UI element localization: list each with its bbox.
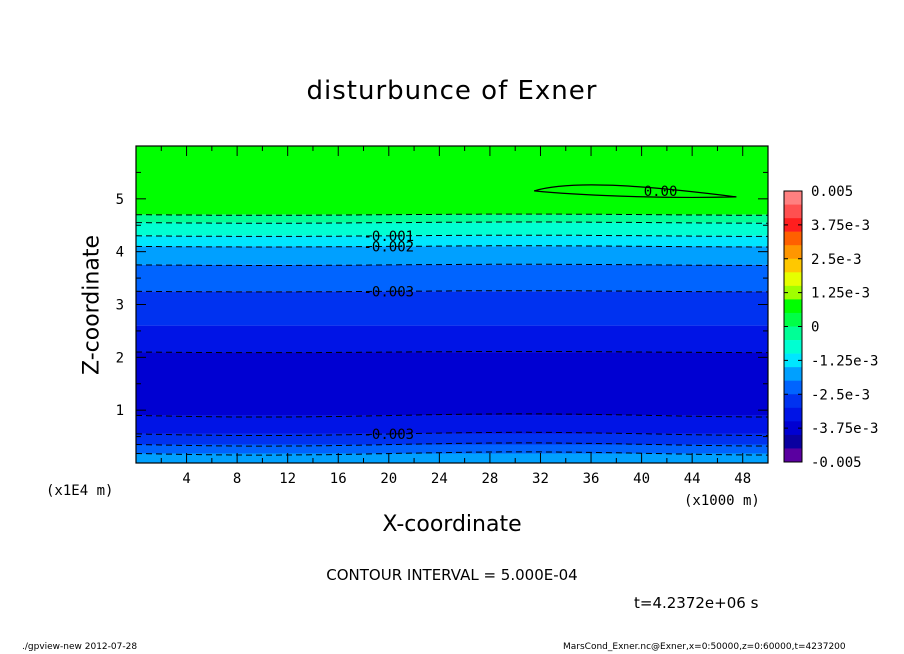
colorbar-segment — [784, 353, 802, 368]
colorbar-tick-label: 0 — [811, 320, 819, 336]
colorbar-segment — [784, 312, 802, 327]
x-tick-label: 4 — [182, 471, 190, 487]
x-tick-label: 32 — [532, 471, 549, 487]
contour-band — [136, 444, 768, 454]
contour-band — [136, 235, 768, 247]
colorbar-tick-label: -0.005 — [811, 455, 862, 471]
contour-band — [136, 246, 768, 265]
colorbar-tick-label: 0.005 — [811, 184, 853, 200]
colorbar-segment — [784, 340, 802, 354]
x-tick-label: 16 — [330, 471, 347, 487]
footer-left-text: ./gpview-new 2012-07-28 — [22, 642, 138, 652]
colorbar-segment — [784, 245, 802, 260]
time-stamp: t=4.2372e+06 s — [634, 594, 759, 612]
colorbar-segment — [784, 285, 802, 300]
contour-line — [135, 290, 768, 293]
zero-contour-label: 0.00 — [644, 184, 678, 200]
colorbar-tick-label: 1.25e-3 — [811, 286, 870, 302]
x-axis-unit-left: (x1E4 m) — [46, 483, 114, 499]
contour-band — [136, 433, 768, 445]
x-tick-label: 40 — [633, 471, 650, 487]
y-tick-label: 5 — [116, 192, 124, 208]
contour-band — [136, 325, 768, 353]
x-axis-unit-right: (x1000 m) — [684, 493, 760, 509]
x-tick-label: 44 — [684, 471, 701, 487]
contour-line — [135, 245, 768, 248]
contour-band — [136, 214, 768, 223]
colorbar-tick-label: -2.5e-3 — [811, 387, 870, 403]
zero-contour-line — [533, 184, 737, 199]
colorbar-segment — [784, 258, 802, 273]
contour-line — [135, 413, 768, 418]
contour-band — [136, 291, 768, 326]
colorbar-tick-label: 3.75e-3 — [811, 218, 870, 234]
contour-line — [135, 263, 769, 266]
colorbar-segment — [784, 394, 802, 409]
footer-right-text: MarsCond_Exner.nc@Exner,x=0:50000,z=0:60… — [563, 642, 846, 652]
x-tick-label: 36 — [583, 471, 600, 487]
contour-band — [136, 453, 768, 463]
colorbar-segment — [784, 367, 802, 381]
contour-band — [136, 415, 768, 434]
x-tick-label: 8 — [233, 471, 241, 487]
contour-label: -0.001 — [364, 229, 415, 245]
colorbar-segment — [784, 218, 802, 232]
colorbar-segment — [784, 272, 802, 287]
x-tick-label: 48 — [734, 471, 751, 487]
colorbar-tick-label: 2.5e-3 — [811, 252, 862, 268]
x-tick-label: 24 — [431, 471, 448, 487]
contour-interval-text: CONTOUR INTERVAL = 5.000E-04 — [326, 566, 578, 584]
colorbar-tick-label: -3.75e-3 — [811, 421, 878, 437]
y-tick-label: 3 — [116, 298, 124, 314]
colorbar-segment — [784, 380, 802, 395]
y-tick-label: 1 — [116, 403, 124, 419]
contour-line — [135, 221, 768, 224]
contour-line — [135, 442, 769, 447]
contour-label: -0.003 — [364, 427, 415, 443]
contour-band — [136, 222, 768, 236]
colorbar-segment — [784, 191, 802, 205]
colorbar-segment — [784, 204, 802, 219]
contour-band — [136, 264, 768, 292]
contour-line — [135, 234, 768, 237]
colorbar-segment — [784, 434, 802, 449]
contour-band — [136, 352, 768, 416]
x-tick-label: 12 — [279, 471, 296, 487]
colorbar-segment — [784, 231, 802, 246]
contour-line — [135, 351, 768, 354]
x-axis-label: X-coordinate — [382, 512, 522, 537]
chart-title: disturbunce of Exner — [306, 76, 598, 106]
contour-line — [135, 431, 768, 436]
contour-line — [135, 451, 769, 456]
contour-label: -0.003 — [364, 284, 415, 300]
colorbar-segment — [784, 407, 802, 422]
colorbar-tick-label: -1.25e-3 — [811, 353, 878, 369]
y-tick-label: 4 — [116, 245, 124, 261]
colorbar-segment — [784, 421, 802, 436]
colorbar-segment — [784, 448, 802, 463]
y-tick-label: 2 — [116, 350, 124, 366]
x-tick-label: 20 — [380, 471, 397, 487]
colorbar-segment — [784, 299, 802, 314]
contour-line — [135, 213, 768, 216]
colorbar-segment — [784, 326, 802, 341]
contour-label: -0.002 — [364, 239, 415, 255]
contour-band — [136, 146, 768, 215]
x-tick-label: 28 — [481, 471, 498, 487]
